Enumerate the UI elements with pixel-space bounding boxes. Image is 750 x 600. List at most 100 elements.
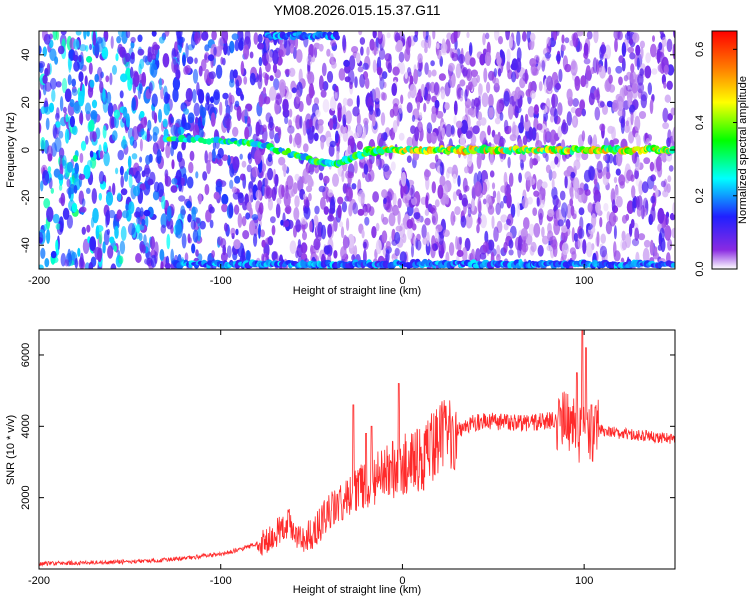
spectrogram-cell <box>646 175 655 190</box>
spectrogram-cell <box>159 249 165 261</box>
spectrogram-cell <box>108 209 116 219</box>
spectrogram-cell <box>88 62 93 75</box>
spectrogram-cell <box>642 247 650 264</box>
spectrogram-cell <box>613 176 618 184</box>
spectrogram-cell <box>660 180 667 188</box>
spectrogram-cell <box>499 112 504 121</box>
spectrogram-cell <box>262 87 266 94</box>
spectrogram-cell <box>526 31 532 43</box>
spectrogram-cell <box>327 224 333 238</box>
spectrogram-cell <box>193 102 200 117</box>
spectrogram-cell <box>223 112 231 128</box>
spectrogram-cell <box>561 202 568 218</box>
spectrogram-cell <box>130 66 134 79</box>
spectrogram-cell <box>138 48 143 56</box>
spectrogram-cell <box>145 155 151 165</box>
spectrogram-cell <box>274 126 280 132</box>
spectrogram-cell <box>185 88 193 102</box>
spectrogram-cell <box>105 191 114 206</box>
spectrogram-cell <box>496 99 504 115</box>
spectrogram-cell <box>135 170 141 184</box>
spectrogram-cell <box>208 151 213 162</box>
spectrogram-cell <box>440 42 448 54</box>
spectrogram-cell <box>257 180 263 193</box>
spectrogram-cell <box>213 89 220 101</box>
spectrogram-cell <box>302 231 307 241</box>
spectrogram-cell <box>318 172 324 181</box>
spectrogram-cell <box>73 38 80 50</box>
spectrogram-cell <box>392 66 400 76</box>
spectrogram-cell <box>162 53 170 68</box>
spectrogram-cell <box>313 47 318 58</box>
spectrogram-cell <box>71 125 78 136</box>
spectrogram-cell <box>345 110 352 125</box>
spectrogram-cell <box>474 181 482 197</box>
spectrogram-cell <box>573 159 581 170</box>
spectrogram-cell <box>376 107 381 117</box>
spectrogram-cell <box>217 159 223 167</box>
spectrogram-cell <box>635 44 641 56</box>
spectrogram-cell <box>464 166 469 174</box>
x-tick-label: 100 <box>575 275 593 287</box>
spectrogram-cell <box>391 239 398 246</box>
spectrogram-cell <box>230 227 236 237</box>
spectrogram-cell <box>257 42 265 50</box>
spectrogram-cell <box>313 238 321 251</box>
spectrogram-cell <box>446 32 452 40</box>
spectrogram-cell <box>82 238 90 254</box>
spectrogram-cell <box>200 106 207 119</box>
spectrogram-cell <box>381 189 388 199</box>
spectrogram-cell <box>91 188 98 204</box>
spectrogram-cell <box>326 71 334 83</box>
spectrogram-cell <box>42 74 48 84</box>
spectrogram-cell <box>139 207 144 217</box>
spectrogram-cell <box>275 203 281 219</box>
spectrogram-feature-cell <box>334 34 340 41</box>
spectrogram-cell <box>269 86 277 101</box>
spectrogram-cell <box>131 153 138 160</box>
spectrogram-cell <box>274 173 279 187</box>
spectrogram-cell <box>340 226 345 239</box>
spectrogram-cell <box>336 150 340 162</box>
spectrogram-cell <box>85 135 89 145</box>
spectrogram-cell <box>219 101 223 116</box>
spectrogram-cell <box>493 134 500 145</box>
spectrogram-cell <box>72 154 78 162</box>
spectrogram-cell <box>487 125 491 136</box>
spectrogram-cell <box>520 244 527 256</box>
spectrogram-cell <box>448 62 455 72</box>
spectrogram-cell <box>356 140 363 150</box>
spectrogram-cell <box>510 62 518 71</box>
spectrogram-cell <box>226 45 231 56</box>
spectrogram-cell <box>117 149 125 161</box>
spectrogram-cell <box>469 57 476 67</box>
spectrogram-cell <box>541 226 545 238</box>
spectrogram-cell <box>147 46 155 57</box>
spectrogram-cell <box>444 102 450 110</box>
spectrogram-cell <box>508 125 512 134</box>
spectrogram-cell <box>380 112 386 126</box>
spectrogram-cell <box>573 177 580 192</box>
spectrogram-cell <box>625 85 634 92</box>
spectrogram-cell <box>611 199 616 213</box>
spectrogram-cell <box>107 245 114 259</box>
snr-y-axis-label: SNR (10 * v/v) <box>5 415 17 485</box>
spectrogram-cell <box>55 223 61 230</box>
spectrogram-cell <box>599 65 606 79</box>
spectrogram-cell <box>579 99 585 111</box>
spectrogram-cell <box>245 212 251 220</box>
spectrogram-cell <box>320 137 325 150</box>
spectrogram-cell <box>586 223 593 230</box>
spectrogram-cell <box>392 103 399 117</box>
spectrogram-cell <box>117 192 122 202</box>
spectrogram-cell <box>96 36 103 44</box>
spectrogram-cell <box>234 39 240 52</box>
spectrogram-cell <box>464 89 468 102</box>
spectrogram-cell <box>512 121 516 137</box>
spectrogram-cell <box>503 241 508 254</box>
spectrogram-cell <box>441 127 446 138</box>
spectrogram-cell <box>650 195 656 204</box>
spectrogram-cell <box>658 41 663 51</box>
spectrogram-cell <box>417 53 423 64</box>
spectrogram-cell <box>606 160 610 176</box>
